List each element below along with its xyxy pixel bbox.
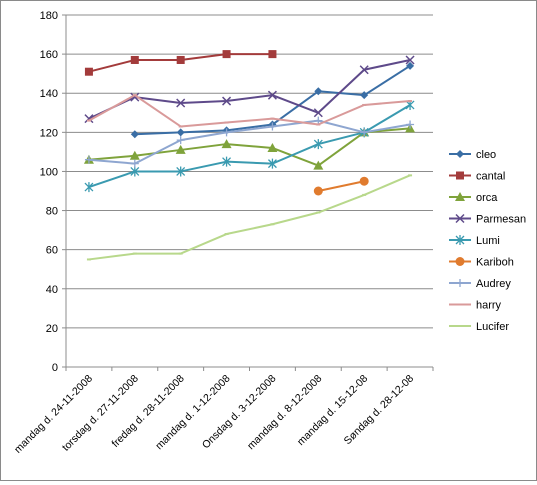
point-parmesan — [313, 108, 323, 118]
point-audrey — [268, 122, 277, 131]
point-audrey — [360, 128, 369, 137]
point-orca — [313, 160, 324, 170]
legend-marker-orca — [455, 192, 465, 201]
legend-marker-cleo — [456, 150, 464, 158]
point-lumi — [267, 158, 277, 169]
point-cleo — [314, 87, 323, 96]
point-audrey — [176, 136, 185, 145]
point-parmesan — [84, 114, 94, 124]
point-parmesan — [405, 55, 415, 65]
y-tick-label: 80 — [46, 206, 58, 218]
point-orca — [267, 142, 278, 152]
legend-label-cantal: cantal — [476, 171, 505, 183]
legend-label-audrey: Audrey — [476, 278, 511, 290]
legend-marker-cantal — [456, 171, 464, 180]
y-tick-label: 160 — [40, 49, 58, 61]
point-parmesan — [359, 65, 369, 75]
y-tick-label: 40 — [46, 284, 58, 296]
legend-label-kariboh: Kariboh — [476, 257, 514, 269]
y-tick-label: 60 — [46, 245, 58, 257]
point-cantal — [268, 50, 277, 59]
point-orca — [221, 139, 232, 149]
point-parmesan — [222, 96, 232, 106]
series-line-lucifer — [88, 174, 411, 261]
series-line-audrey — [88, 119, 411, 165]
series-line-harry — [88, 94, 411, 128]
x-tick-label: mandag d. 24-11-2008 — [12, 373, 95, 456]
legend-label-cleo: cleo — [476, 149, 496, 161]
point-lumi — [222, 156, 232, 167]
point-cantal — [176, 55, 185, 64]
legend-marker-kariboh — [455, 257, 465, 266]
point-cantal — [130, 55, 139, 64]
point-parmesan — [176, 98, 186, 108]
point-audrey — [314, 116, 323, 125]
point-orca — [129, 150, 140, 160]
series-line-orca — [88, 127, 411, 167]
point-audrey — [222, 128, 231, 137]
legend-marker-lumi — [455, 235, 465, 245]
point-parmesan — [130, 92, 140, 102]
legend-label-parmesan: Parmesan — [476, 214, 526, 226]
point-kariboh — [313, 186, 323, 196]
point-lumi — [313, 139, 323, 150]
point-orca — [175, 144, 186, 154]
point-lumi — [176, 166, 186, 177]
series-line-kariboh — [318, 180, 365, 192]
point-cleo — [406, 61, 415, 70]
point-lumi — [130, 166, 140, 177]
legend-label-harry: harry — [476, 300, 502, 312]
y-tick-label: 140 — [40, 88, 58, 100]
y-tick-label: 20 — [46, 323, 58, 335]
legend-label-lucifer: Lucifer — [476, 321, 509, 333]
x-tick-label: torsdag d. 27-11-2008 — [60, 373, 141, 454]
point-audrey — [130, 159, 139, 168]
point-cantal — [222, 50, 231, 59]
y-tick-label: 100 — [40, 166, 58, 178]
legend-label-lumi: Lumi — [476, 235, 500, 247]
point-audrey — [406, 120, 415, 129]
point-audrey — [84, 155, 93, 164]
legend-marker-parmesan — [455, 213, 465, 224]
point-cleo — [130, 130, 139, 139]
point-parmesan — [267, 90, 277, 100]
point-cleo — [176, 128, 185, 137]
y-tick-label: 120 — [40, 127, 58, 139]
legend-label-orca: orca — [476, 192, 498, 204]
legend-marker-audrey — [456, 279, 464, 287]
y-tick-label: 0 — [52, 362, 58, 374]
series-line-lumi — [88, 104, 411, 189]
y-tick-label: 180 — [40, 10, 58, 22]
point-cantal — [84, 67, 93, 76]
series-line-parmesan — [88, 58, 411, 120]
point-kariboh — [359, 176, 369, 186]
point-lumi — [84, 182, 94, 193]
point-cleo — [360, 91, 369, 100]
